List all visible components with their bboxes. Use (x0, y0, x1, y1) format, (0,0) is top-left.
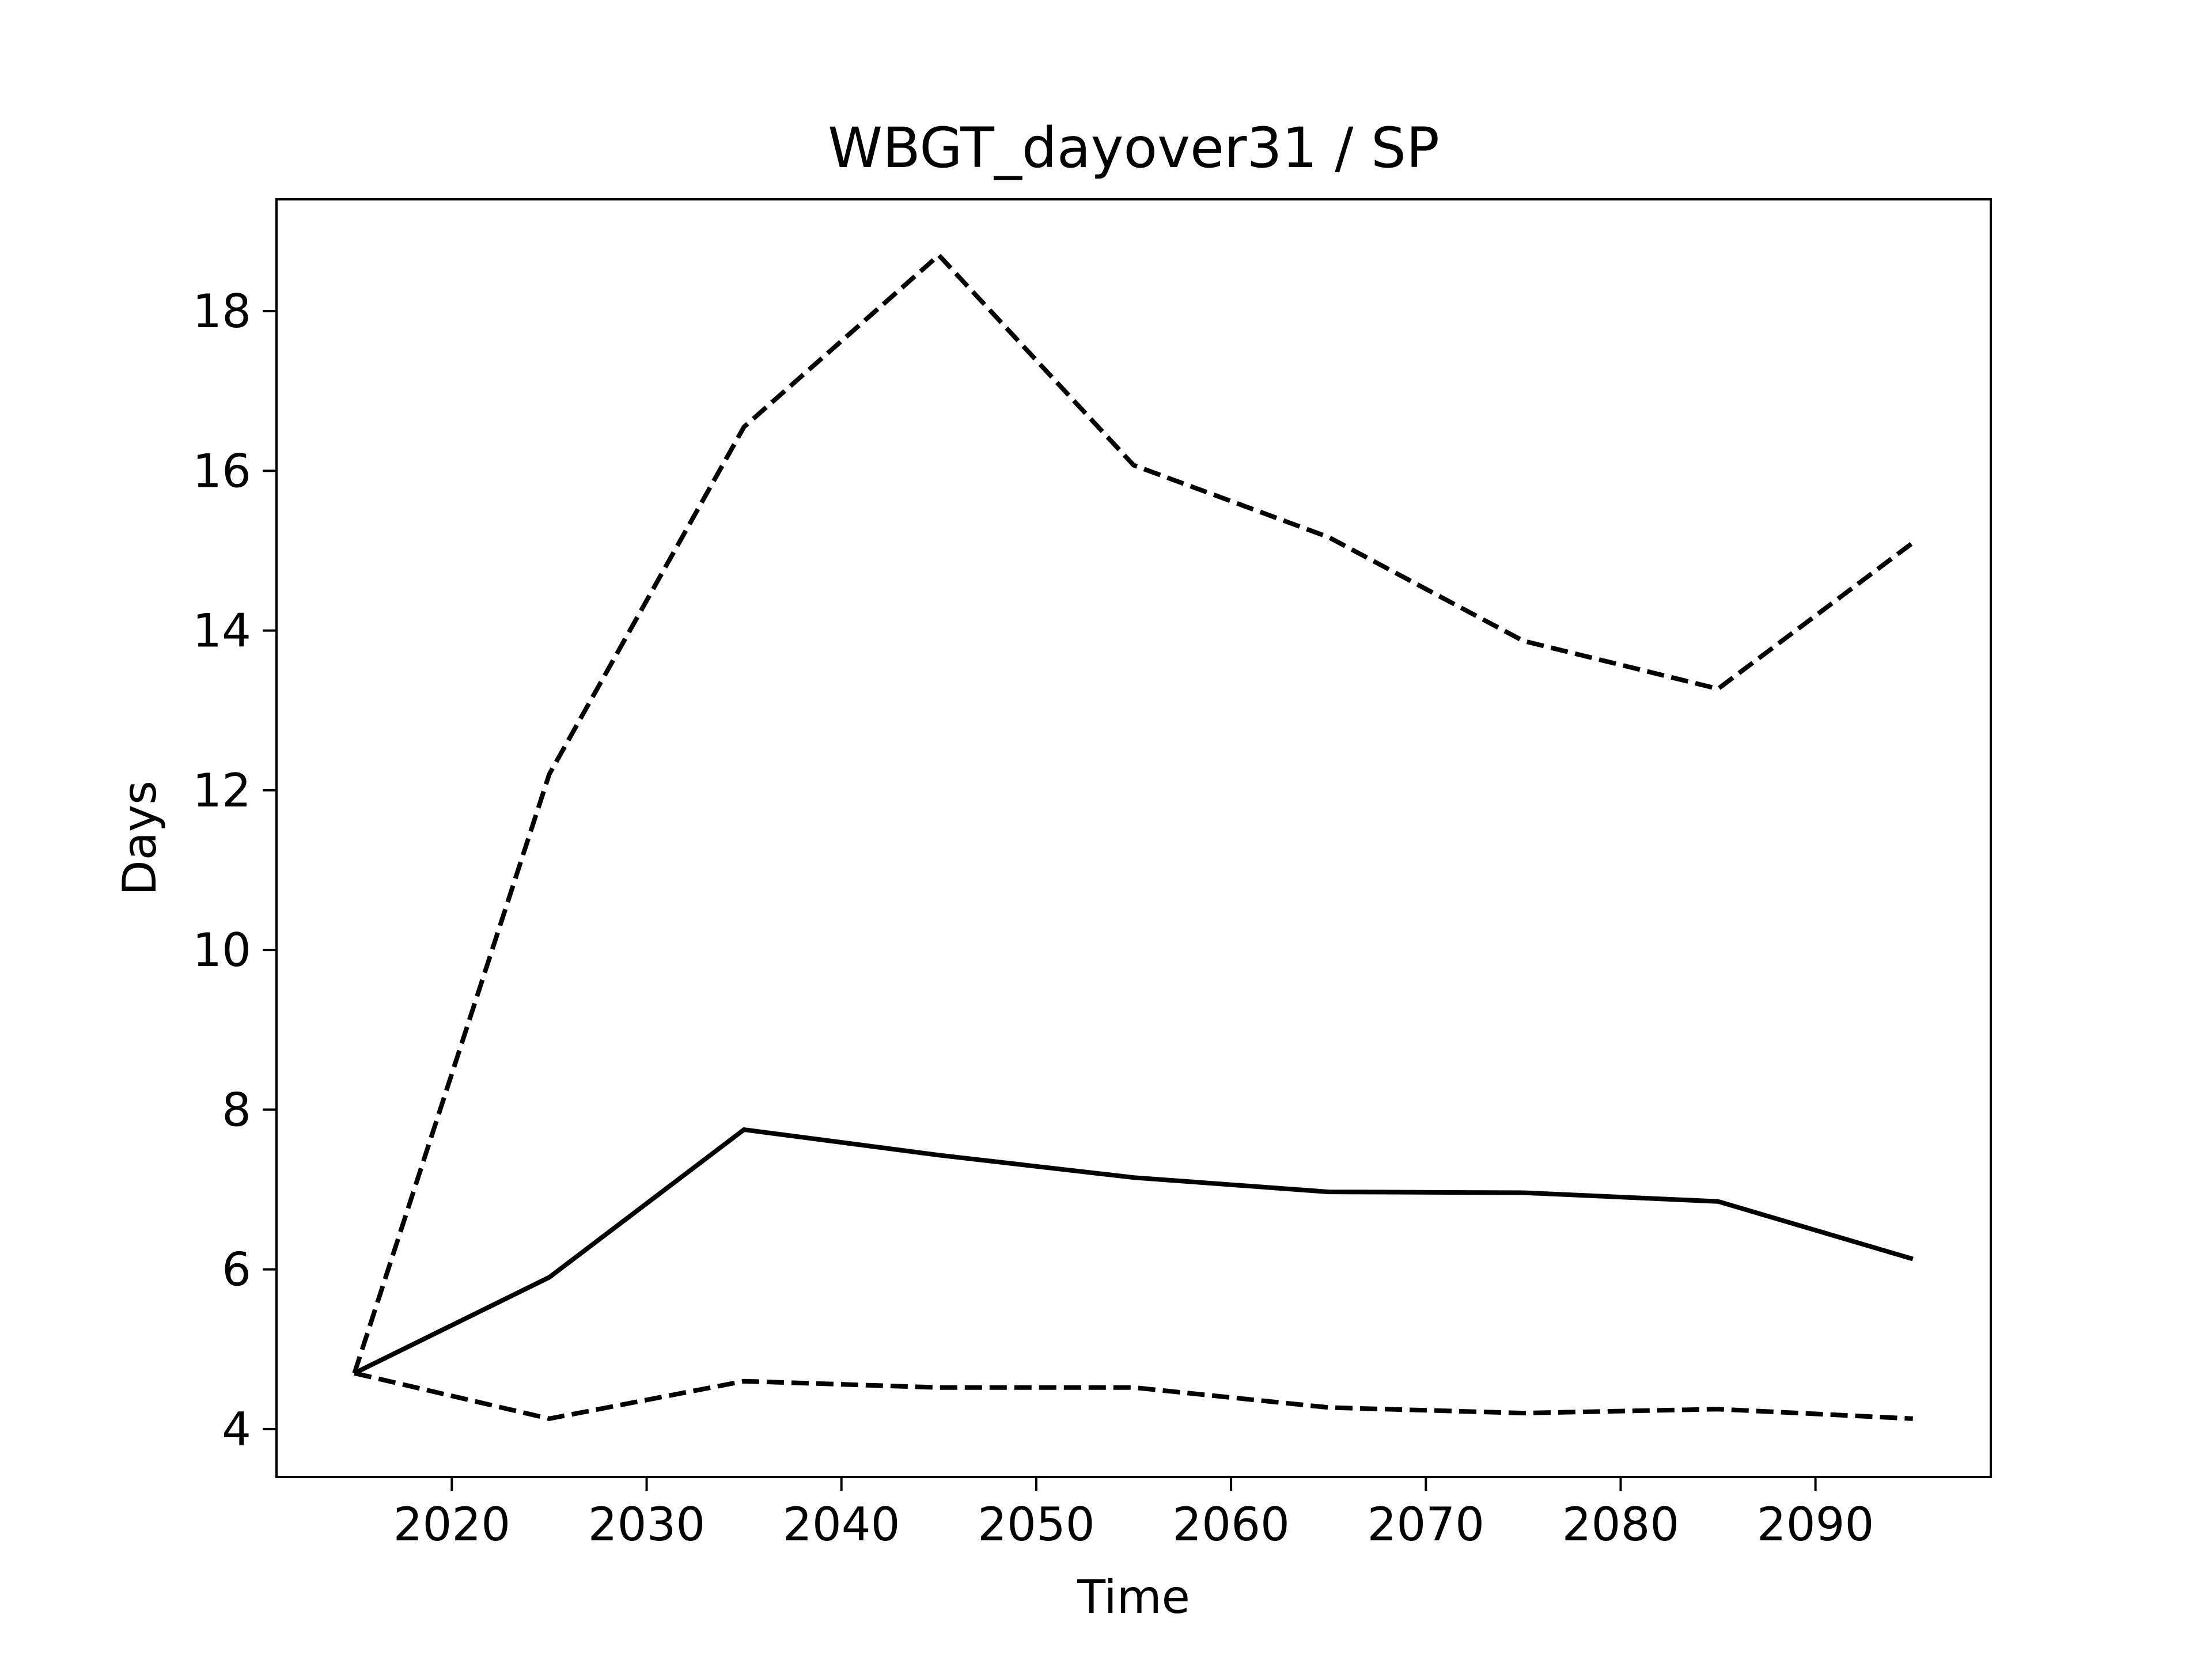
series-group (352, 252, 1915, 1421)
x-tick-label: 2060 (1172, 1498, 1290, 1551)
y-axis: 4 6 8 10 12 14 16 18 (192, 285, 276, 1456)
x-tick-label: 2020 (393, 1498, 511, 1551)
y-tick-label: 6 (222, 1243, 251, 1297)
x-axis: 2020 2030 2040 2050 2060 2070 2080 2090 (393, 1477, 1874, 1551)
x-tick-label: 2030 (588, 1498, 706, 1551)
x-tick-label: 2090 (1757, 1498, 1874, 1551)
y-axis-label: Days (113, 781, 166, 896)
y-tick-label: 8 (222, 1083, 251, 1137)
x-tick-label: 2050 (978, 1498, 1095, 1551)
y-tick-label: 12 (192, 764, 251, 817)
series-line-2 (352, 252, 1915, 1374)
chart-title: WBGT_dayover31 / SP (828, 116, 1440, 180)
y-tick-label: 14 (192, 604, 251, 658)
y-tick-label: 4 (222, 1403, 251, 1456)
y-tick-label: 18 (192, 285, 251, 338)
series-line-1 (353, 1127, 1914, 1376)
plot-frame (275, 198, 1992, 1478)
x-axis-label: Time (1077, 1570, 1190, 1624)
x-tick-label: 2080 (1562, 1498, 1680, 1551)
x-tick-label: 2070 (1367, 1498, 1484, 1551)
y-tick-label: 10 (192, 923, 251, 977)
y-tick-label: 16 (192, 444, 251, 498)
x-tick-label: 2040 (783, 1498, 900, 1551)
